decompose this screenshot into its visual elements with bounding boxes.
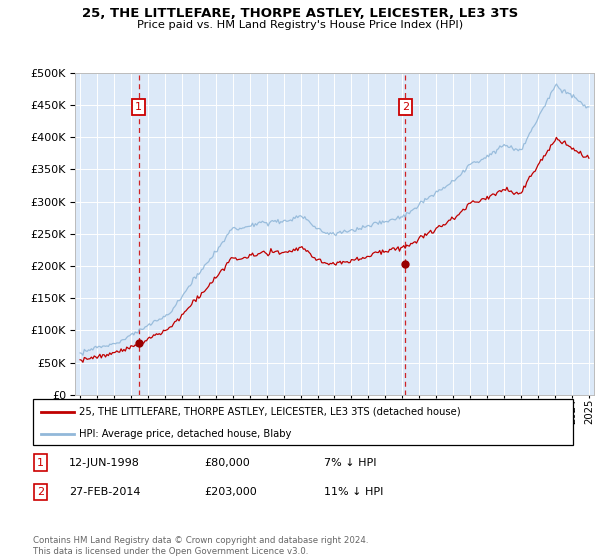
Text: Price paid vs. HM Land Registry's House Price Index (HPI): Price paid vs. HM Land Registry's House … (137, 20, 463, 30)
Text: 12-JUN-1998: 12-JUN-1998 (69, 458, 140, 468)
Text: 1: 1 (135, 102, 142, 112)
Text: 7% ↓ HPI: 7% ↓ HPI (324, 458, 377, 468)
Text: £203,000: £203,000 (204, 487, 257, 497)
Text: HPI: Average price, detached house, Blaby: HPI: Average price, detached house, Blab… (79, 429, 291, 438)
Text: Contains HM Land Registry data © Crown copyright and database right 2024.
This d: Contains HM Land Registry data © Crown c… (33, 536, 368, 556)
Text: 25, THE LITTLEFARE, THORPE ASTLEY, LEICESTER, LE3 3TS: 25, THE LITTLEFARE, THORPE ASTLEY, LEICE… (82, 7, 518, 20)
Text: 1: 1 (37, 458, 44, 468)
Text: 2: 2 (401, 102, 409, 112)
Text: 2: 2 (37, 487, 44, 497)
Text: £80,000: £80,000 (204, 458, 250, 468)
Text: 11% ↓ HPI: 11% ↓ HPI (324, 487, 383, 497)
Text: 25, THE LITTLEFARE, THORPE ASTLEY, LEICESTER, LE3 3TS (detached house): 25, THE LITTLEFARE, THORPE ASTLEY, LEICE… (79, 407, 461, 417)
Text: 27-FEB-2014: 27-FEB-2014 (69, 487, 140, 497)
